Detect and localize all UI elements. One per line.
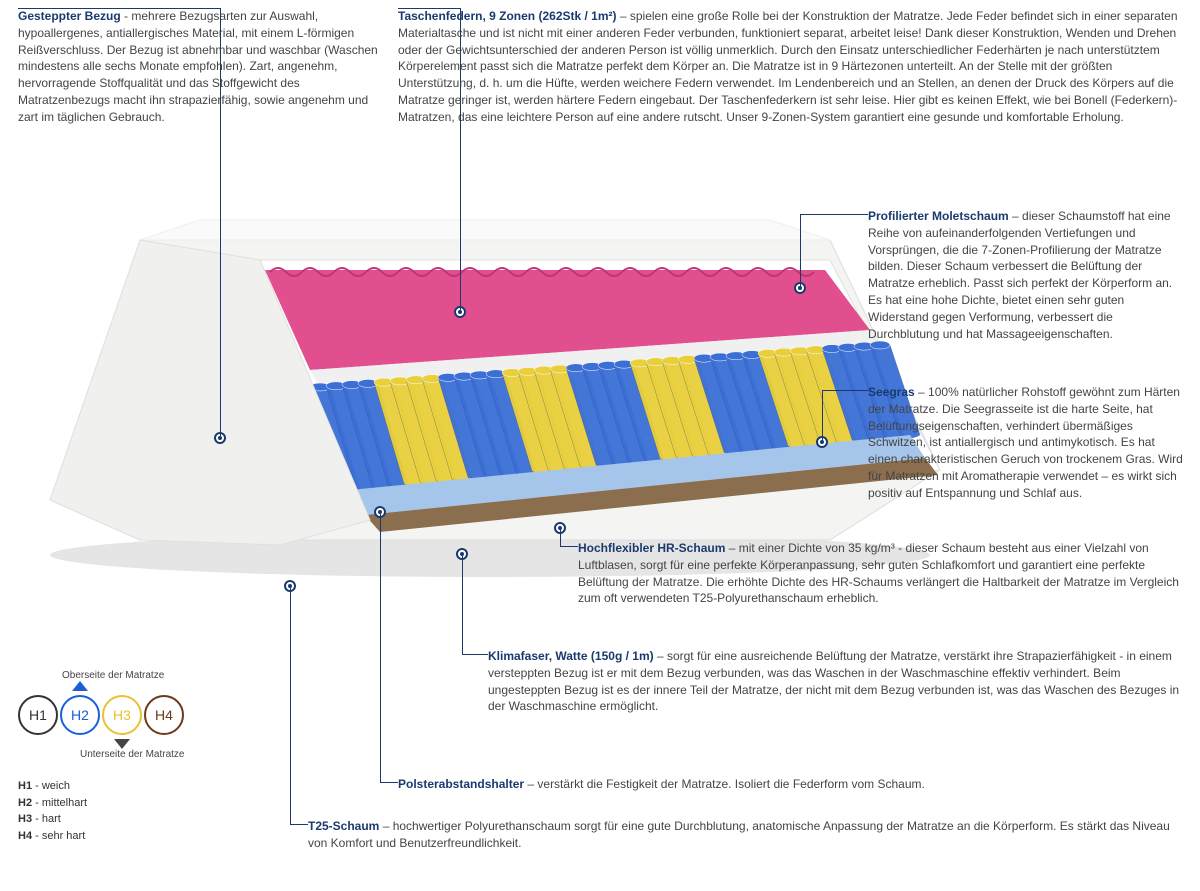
legend-bottom-label: Unterseite der Matratze (80, 749, 238, 760)
layer-heading: T25-Schaum (308, 819, 379, 833)
cover-heading: Gesteppter Bezug (18, 9, 121, 23)
layer-heading: Klimafaser, Watte (150g / 1m) (488, 649, 654, 663)
hardness-legend: Oberseite der Matratze H1H2H3H4 Untersei… (18, 670, 238, 844)
callout-line (800, 214, 801, 288)
springs-description: Taschenfedern, 9 Zonen (262Stk / 1m²) – … (398, 8, 1182, 126)
callout-line (380, 782, 398, 783)
layer-description: Klimafaser, Watte (150g / 1m) – sorgt fü… (488, 648, 1183, 715)
callout-line (220, 8, 221, 438)
layer-description: Hochflexibler HR-Schaum – mit einer Dich… (578, 540, 1183, 607)
layer-heading: Hochflexibler HR-Schaum (578, 541, 725, 555)
layer-description: T25-Schaum – hochwertiger Polyurethansch… (308, 818, 1183, 852)
callout-line (462, 654, 488, 655)
cover-text: - mehrere Bezugsarten zur Auswahl, hypoa… (18, 9, 378, 124)
callout-line (560, 528, 561, 546)
layer-text: – verstärkt die Festigkeit der Matratze.… (524, 777, 925, 791)
callout-line (822, 390, 823, 442)
callout-line (18, 8, 220, 9)
layer-text: – hochwertiger Polyurethanschaum sorgt f… (308, 819, 1170, 850)
callout-line (822, 390, 868, 391)
hardness-circle: H2 (60, 695, 100, 735)
hardness-circle: H4 (144, 695, 184, 735)
layer-heading: Profilierter Moletschaum (868, 209, 1009, 223)
layer-heading: Seegras (868, 385, 915, 399)
layer-description: Profilierter Moletschaum – dieser Schaum… (868, 208, 1183, 342)
layer-description: Polsterabstandshalter – verstärkt die Fe… (398, 776, 1183, 793)
callout-line (462, 554, 463, 654)
hardness-list: H1 - weichH2 - mittelhartH3 - hartH4 - s… (18, 778, 238, 844)
cover-description: Gesteppter Bezug - mehrere Bezugsarten z… (18, 8, 378, 126)
springs-heading: Taschenfedern, 9 Zonen (262Stk / 1m²) (398, 9, 617, 23)
callout-line (290, 586, 291, 824)
callout-line (800, 214, 868, 215)
hardness-list-item: H4 - sehr hart (18, 828, 238, 845)
hardness-circle: H1 (18, 695, 58, 735)
hardness-list-item: H2 - mittelhart (18, 795, 238, 812)
layer-description: Seegras – 100% natürlicher Rohstoff gewö… (868, 384, 1183, 502)
callout-line (380, 512, 381, 782)
hardness-circles: H1H2H3H4 (18, 695, 238, 735)
hardness-list-item: H3 - hart (18, 811, 238, 828)
callout-line (290, 824, 308, 825)
hardness-list-item: H1 - weich (18, 778, 238, 795)
springs-text: – spielen eine große Rolle bei der Konst… (398, 9, 1178, 124)
callout-line (398, 8, 460, 9)
hardness-circle: H3 (102, 695, 142, 735)
layer-text: – 100% natürlicher Rohstoff gewöhnt zum … (868, 385, 1183, 500)
callout-line (560, 546, 578, 547)
legend-top-label: Oberseite der Matratze (62, 670, 238, 681)
layer-text: – dieser Schaumstoff hat eine Reihe von … (868, 209, 1172, 341)
callout-line (460, 8, 461, 312)
layer-heading: Polsterabstandshalter (398, 777, 524, 791)
